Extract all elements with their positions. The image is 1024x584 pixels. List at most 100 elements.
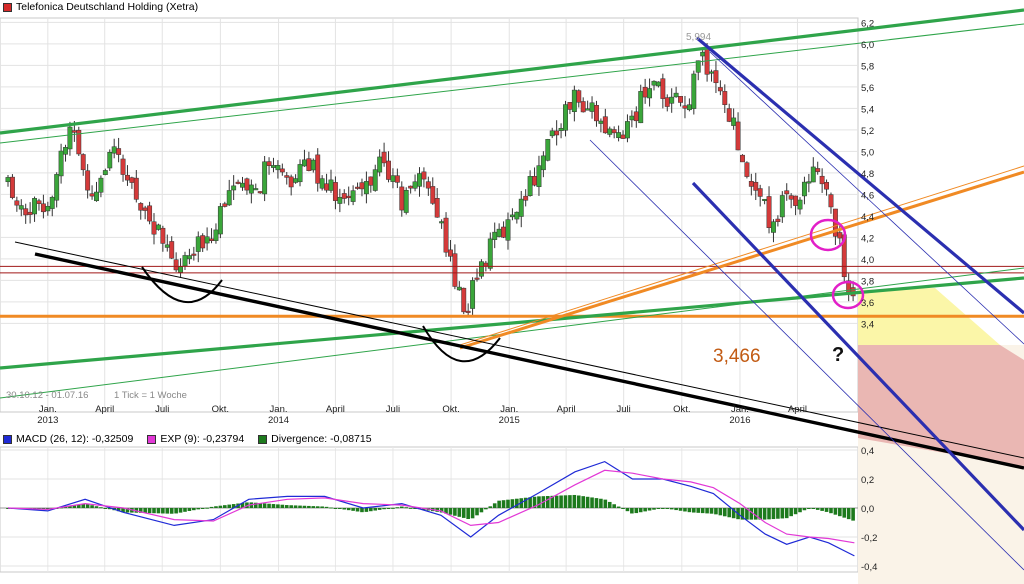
divergence-bar	[457, 508, 462, 517]
x-tick-year-label: 2014	[268, 415, 289, 426]
candle-body	[111, 146, 117, 154]
divergence-bar	[762, 508, 767, 520]
candle-body	[213, 229, 219, 241]
candle-body	[310, 159, 316, 171]
candle-body	[425, 181, 431, 189]
divergence-bar	[81, 503, 86, 508]
divergence-bar	[669, 508, 674, 510]
candle-body	[461, 287, 467, 313]
candle-body	[204, 236, 210, 244]
candle-body	[753, 181, 759, 191]
candle-body	[695, 60, 701, 73]
divergence-bar	[276, 504, 280, 508]
candle-body	[514, 211, 520, 220]
price-y-tick-label: 5,2	[861, 126, 874, 137]
exp-legend-label: EXP (9): -0,23794	[160, 433, 245, 445]
divergence-bar	[90, 505, 94, 508]
candle-body	[155, 224, 161, 230]
divergence-bar	[386, 508, 391, 509]
macd-y-tick-label: -0,2	[861, 533, 877, 544]
candle-body	[355, 186, 360, 189]
macd-legend-label: MACD (26, 12): -0,32509	[16, 433, 134, 445]
candle-body	[585, 108, 591, 111]
axis-layer: 3,4 3,6 3,8 4,0 4,2 4,4 4,6 4,8 5,0 5,2 5,4 5,6 5,8 6…	[37, 18, 877, 573]
divergence-bar	[842, 508, 847, 518]
divergence-bar	[439, 508, 444, 513]
candle-body	[797, 199, 803, 210]
question-mark-annotation: ?	[832, 344, 844, 366]
exp-signal-line	[7, 469, 855, 544]
divergence-bar	[603, 499, 608, 508]
divergence-bar	[793, 508, 798, 515]
divergence-bar	[333, 508, 338, 509]
divergence-bar	[501, 500, 506, 508]
divergence-bar	[484, 508, 488, 510]
candle-body	[558, 127, 564, 131]
divergence-bar	[360, 508, 364, 513]
divergence-bar	[444, 508, 448, 514]
highlight-circle-upper	[809, 218, 847, 252]
divergence-bar	[364, 508, 369, 512]
divergence-bar	[395, 507, 400, 509]
candle-body	[253, 188, 259, 191]
candle-body	[678, 96, 683, 103]
divergence-bar	[497, 500, 501, 508]
divergence-bar	[576, 495, 581, 508]
candle-body	[257, 191, 263, 194]
candle-body	[439, 221, 445, 224]
divergence-bar	[528, 497, 532, 508]
price-y-tick-label: 4,2	[861, 233, 874, 244]
candle-body	[381, 151, 387, 164]
candle-body	[682, 105, 688, 109]
downtrend-thin-line-2	[589, 139, 1024, 571]
candle-body	[545, 139, 551, 161]
candle-body	[766, 196, 772, 228]
lower-channel-line	[0, 276, 1024, 370]
candle-body	[757, 188, 763, 197]
divergence-bar	[103, 508, 108, 509]
divergence-bar	[585, 496, 590, 508]
divergence-bar	[771, 508, 776, 520]
divergence-bar	[727, 508, 732, 518]
candle-body	[129, 177, 135, 183]
candle-body	[346, 195, 352, 199]
divergence-bar	[311, 506, 316, 508]
candle-body	[337, 196, 343, 204]
divergence-bar	[231, 504, 236, 508]
candle-body	[67, 126, 73, 150]
candle-body	[399, 186, 405, 211]
candle-body	[771, 221, 776, 233]
divergence-bar	[307, 505, 311, 508]
divergence-bar	[205, 507, 209, 509]
divergence-bar	[399, 506, 404, 508]
divergence-bar	[355, 508, 360, 512]
candle-body	[824, 182, 830, 190]
candle-body	[32, 198, 37, 215]
candle-body	[536, 165, 542, 188]
divergence-bar	[267, 503, 271, 508]
divergence-bar	[448, 508, 453, 515]
divergence-bar	[227, 504, 232, 508]
divergence-bar	[753, 508, 758, 520]
price-y-tick-label: 4,0	[861, 255, 874, 266]
price-y-tick-label: 5,4	[861, 104, 874, 115]
candle-body	[647, 88, 653, 99]
candle-body	[421, 171, 427, 180]
divergence-bar	[784, 508, 789, 519]
x-tick-label: Juli	[386, 404, 400, 415]
candle-body	[240, 182, 245, 188]
candle-body	[5, 177, 11, 183]
candle-body	[602, 116, 608, 134]
period-label: 30.10.12 - 01.07.16	[6, 390, 88, 401]
candle-body	[49, 196, 55, 209]
divergence-bar	[546, 496, 550, 508]
divergence-bar	[178, 508, 183, 513]
divergence-bar	[245, 502, 249, 508]
candle-body	[788, 195, 794, 200]
candle-body	[102, 170, 108, 175]
candle-body	[133, 177, 139, 200]
x-tick-label: Jan.	[39, 404, 57, 415]
divergence-bar	[479, 508, 484, 513]
divergence-bar	[731, 508, 736, 519]
